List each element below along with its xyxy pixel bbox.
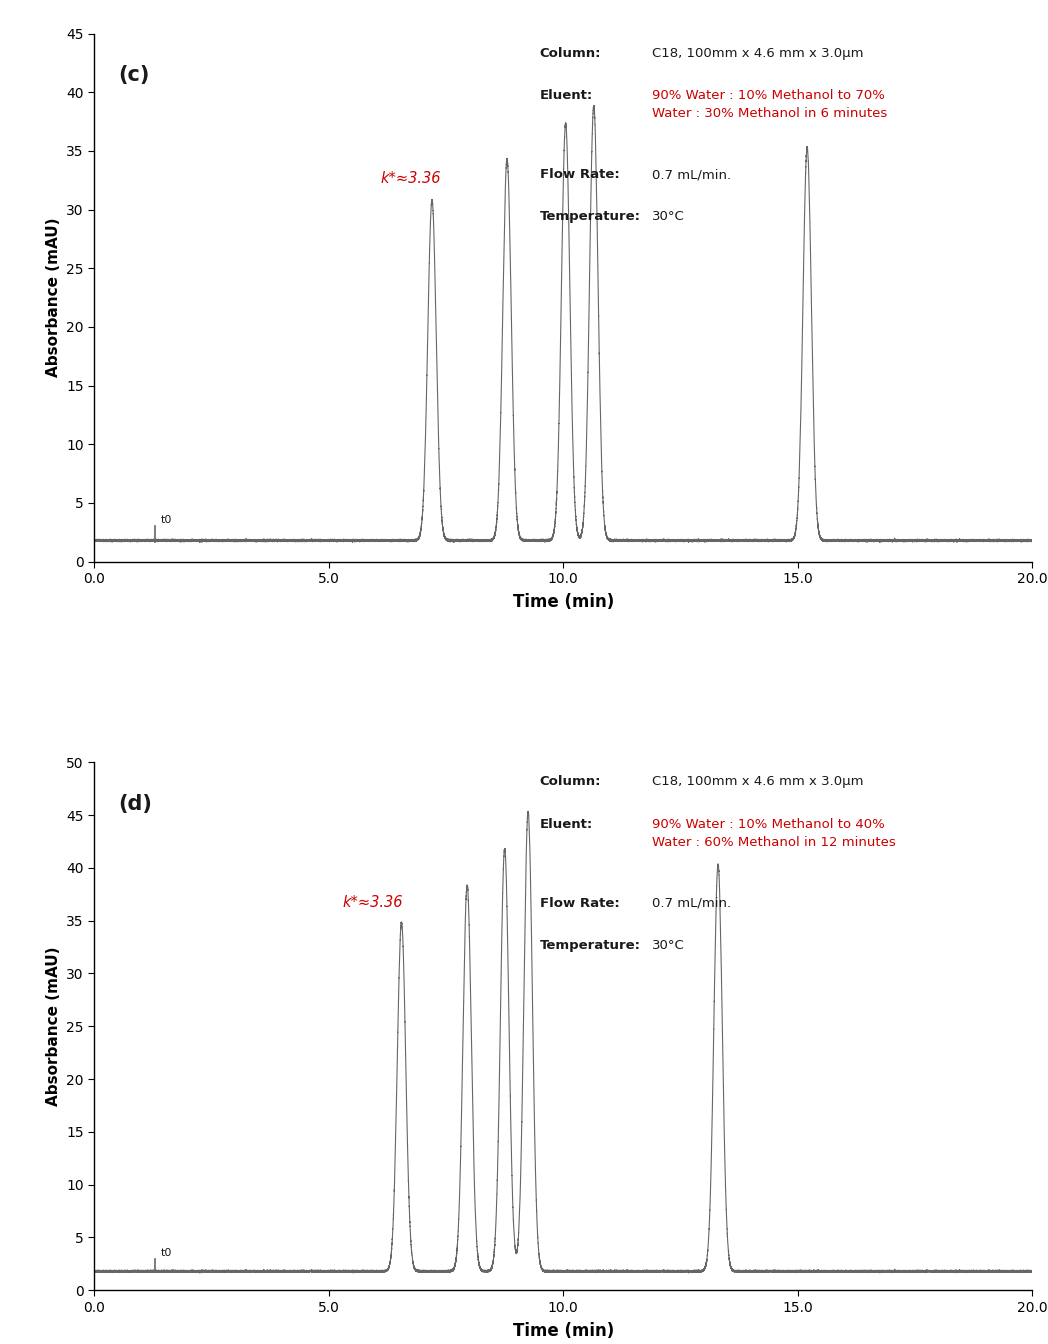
Text: t0: t0 xyxy=(161,1247,172,1258)
Text: t0: t0 xyxy=(161,515,172,526)
Text: C18, 100mm x 4.6 mm x 3.0μm: C18, 100mm x 4.6 mm x 3.0μm xyxy=(653,775,864,789)
Text: 90% Water : 10% Methanol to 70%
Water : 30% Methanol in 6 minutes: 90% Water : 10% Methanol to 70% Water : … xyxy=(653,89,888,120)
Text: 90% Water : 10% Methanol to 40%
Water : 60% Methanol in 12 minutes: 90% Water : 10% Methanol to 40% Water : … xyxy=(653,817,896,848)
X-axis label: Time (min): Time (min) xyxy=(512,1321,614,1340)
Text: 0.7 mL/min.: 0.7 mL/min. xyxy=(653,896,732,910)
Text: 0.7 mL/min.: 0.7 mL/min. xyxy=(653,168,732,181)
Text: (c): (c) xyxy=(117,66,149,85)
Text: 30°C: 30°C xyxy=(653,939,685,952)
Text: Flow Rate:: Flow Rate: xyxy=(540,896,619,910)
Text: Flow Rate:: Flow Rate: xyxy=(540,168,619,181)
Text: Column:: Column: xyxy=(540,47,602,59)
X-axis label: Time (min): Time (min) xyxy=(512,593,614,612)
Text: (d): (d) xyxy=(117,794,152,814)
Text: k*≈3.36: k*≈3.36 xyxy=(343,895,403,910)
Text: Temperature:: Temperature: xyxy=(540,939,640,952)
Text: Column:: Column: xyxy=(540,775,602,789)
Text: C18, 100mm x 4.6 mm x 3.0μm: C18, 100mm x 4.6 mm x 3.0μm xyxy=(653,47,864,59)
Y-axis label: Absorbance (mAU): Absorbance (mAU) xyxy=(46,218,61,378)
Text: Temperature:: Temperature: xyxy=(540,211,640,223)
Y-axis label: Absorbance (mAU): Absorbance (mAU) xyxy=(46,946,61,1106)
Text: Eluent:: Eluent: xyxy=(540,817,593,831)
Text: k*≈3.36: k*≈3.36 xyxy=(380,171,441,185)
Text: Eluent:: Eluent: xyxy=(540,89,593,102)
Text: 30°C: 30°C xyxy=(653,211,685,223)
